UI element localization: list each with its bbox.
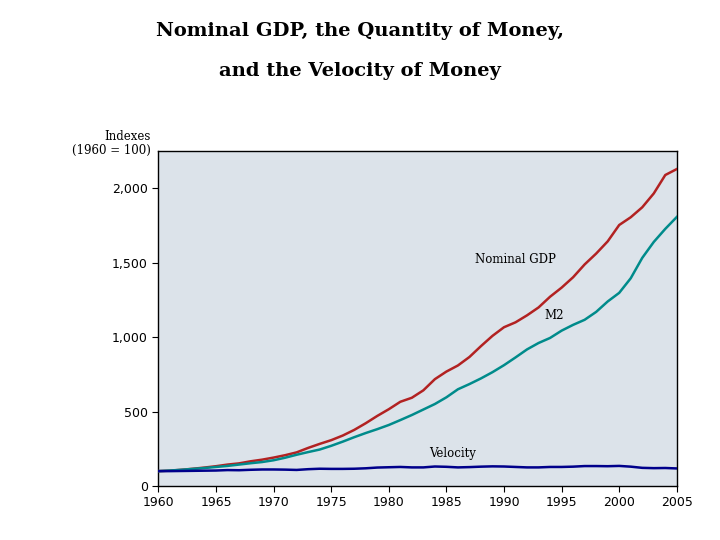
Text: (1960 = 100): (1960 = 100): [72, 144, 151, 157]
Text: Velocity: Velocity: [429, 447, 476, 460]
Text: Indexes: Indexes: [105, 130, 151, 143]
Text: and the Velocity of Money: and the Velocity of Money: [219, 62, 501, 80]
Text: Nominal GDP, the Quantity of Money,: Nominal GDP, the Quantity of Money,: [156, 22, 564, 39]
Text: Nominal GDP: Nominal GDP: [475, 253, 556, 266]
Text: M2: M2: [544, 309, 564, 322]
